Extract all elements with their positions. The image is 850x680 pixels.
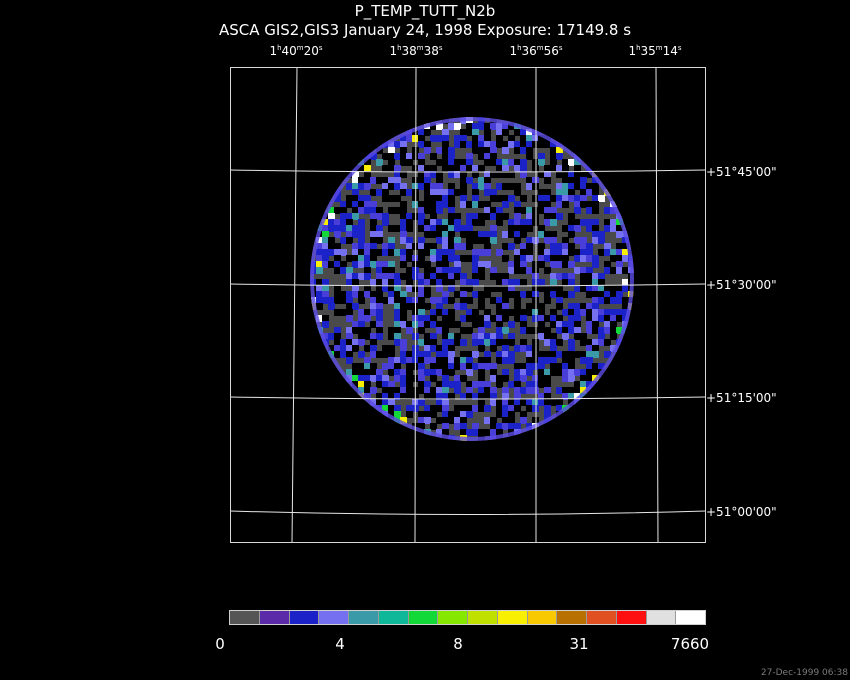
color-scale-label: 4 (335, 635, 345, 653)
color-scale-segment (259, 611, 290, 624)
color-scale-segment (289, 611, 320, 624)
color-scale-segment (438, 611, 468, 624)
ra-tick-label: 1h40m20s (269, 44, 323, 58)
timestamp: 27-Dec-1999 06:38 (760, 668, 848, 678)
image-title: P_TEMP_TUTT_N2b (354, 2, 496, 20)
color-scale-segment (349, 611, 379, 624)
color-scale-segment (676, 611, 705, 624)
color-scale-segment (497, 611, 528, 624)
color-scale-label: 8 (453, 635, 463, 653)
color-scale-label: 31 (569, 635, 589, 653)
color-scale-segment (319, 611, 349, 624)
color-scale-segment (616, 611, 647, 624)
color-scale-segment (378, 611, 409, 624)
color-scale-segment (230, 611, 260, 624)
dec-tick-label: +51°30'00" (706, 278, 777, 292)
ra-tick-label: 1h35m14s (628, 44, 682, 58)
image-subtitle: ASCA GIS2,GIS3 January 24, 1998 Exposure… (218, 21, 632, 39)
color-scale-label: 7660 (670, 635, 710, 653)
ra-tick-label: 1h38m38s (389, 44, 443, 58)
dec-tick-label: +51°15'00" (706, 391, 777, 405)
color-scale-bar (229, 610, 706, 625)
dec-tick-label: +51°00'00" (706, 505, 777, 519)
sky-image (230, 67, 706, 543)
color-scale-segment (646, 611, 677, 624)
detector-rim (310, 117, 634, 441)
color-scale-segment (468, 611, 498, 624)
image-frame (230, 67, 706, 543)
color-scale-label: 0 (215, 635, 225, 653)
color-scale-segment (587, 611, 617, 624)
color-scale-segment (527, 611, 558, 624)
coordinate-grid (230, 67, 706, 543)
dec-tick-label: +51°45'00" (706, 165, 777, 179)
color-scale-segment (408, 611, 439, 624)
ra-tick-label: 1h36m56s (509, 44, 563, 58)
color-scale-segment (557, 611, 587, 624)
